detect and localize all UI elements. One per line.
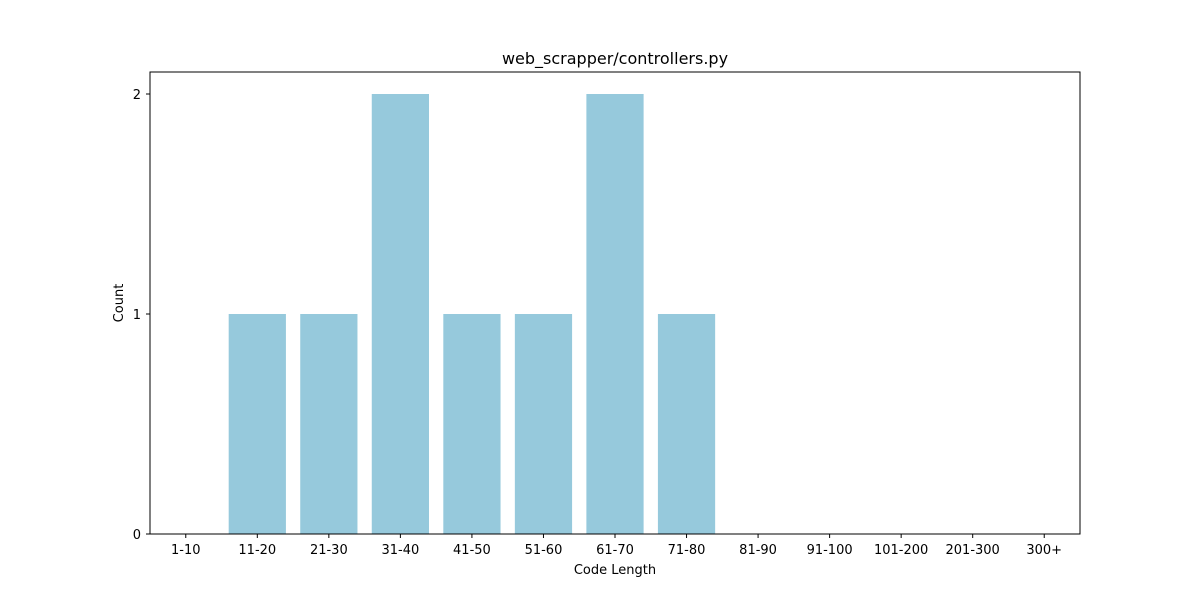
bar-71-80 bbox=[658, 314, 715, 534]
y-tick-label: 2 bbox=[133, 88, 141, 103]
x-tick-label: 71-80 bbox=[668, 543, 706, 558]
bar-21-30 bbox=[300, 314, 357, 534]
bar-31-40 bbox=[372, 94, 429, 534]
x-tick-label: 61-70 bbox=[596, 543, 634, 558]
x-tick-label: 91-100 bbox=[807, 543, 853, 558]
x-axis-label: Code Length bbox=[574, 563, 656, 578]
y-tick-label: 1 bbox=[133, 308, 141, 323]
x-tick-label: 81-90 bbox=[739, 543, 777, 558]
y-axis-ticks: 0 1 2 bbox=[133, 88, 150, 543]
bar-51-60 bbox=[515, 314, 572, 534]
x-tick-label: 1-10 bbox=[171, 543, 201, 558]
x-tick-label: 11-20 bbox=[238, 543, 276, 558]
x-tick-label: 101-200 bbox=[874, 543, 928, 558]
y-tick-label: 0 bbox=[133, 528, 141, 543]
bar-11-20 bbox=[229, 314, 286, 534]
x-tick-label: 51-60 bbox=[525, 543, 563, 558]
x-tick-label: 21-30 bbox=[310, 543, 348, 558]
x-tick-label: 31-40 bbox=[381, 543, 419, 558]
x-axis-ticks: 1-10 11-20 21-30 31-40 41-50 51-60 61-70 71-80 8… bbox=[171, 534, 1062, 558]
x-tick-label: 201-300 bbox=[946, 543, 1000, 558]
chart-title: web_scrapper/controllers.py bbox=[502, 49, 728, 69]
y-axis-label: Count bbox=[112, 284, 127, 323]
x-tick-label: 300+ bbox=[1026, 543, 1062, 558]
bar-41-50 bbox=[443, 314, 500, 534]
bars-group bbox=[229, 94, 715, 534]
x-tick-label: 41-50 bbox=[453, 543, 491, 558]
bar-61-70 bbox=[586, 94, 643, 534]
